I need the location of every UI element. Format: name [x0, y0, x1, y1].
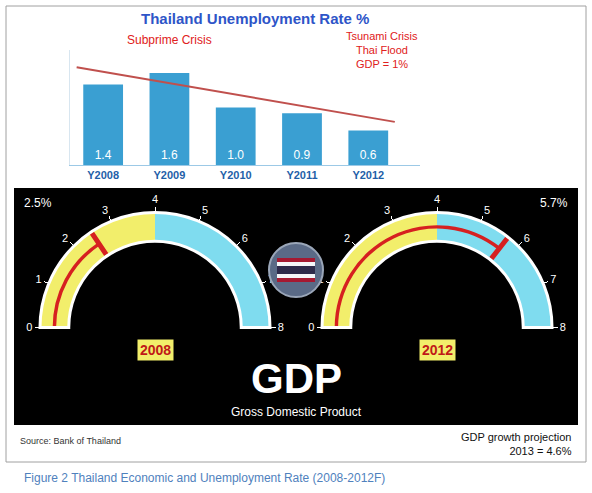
svg-text:0.6: 0.6 — [360, 148, 377, 162]
svg-text:Subprime Crisis: Subprime Crisis — [127, 33, 212, 47]
svg-text:1: 1 — [318, 273, 324, 285]
svg-text:1.4: 1.4 — [95, 148, 112, 162]
svg-text:Source: Bank of Thailand: Source: Bank of Thailand — [20, 436, 121, 446]
svg-text:0: 0 — [26, 321, 32, 333]
svg-text:3: 3 — [384, 204, 390, 216]
svg-text:Thai Flood: Thai Flood — [356, 44, 408, 56]
svg-text:0.9: 0.9 — [293, 148, 310, 162]
svg-text:5: 5 — [484, 204, 490, 216]
svg-text:7: 7 — [550, 273, 556, 285]
svg-text:1: 1 — [36, 273, 42, 285]
svg-text:1.0: 1.0 — [227, 148, 244, 162]
svg-text:8: 8 — [560, 321, 566, 333]
svg-text:2.5%: 2.5% — [24, 196, 52, 210]
svg-text:GDP = 1%: GDP = 1% — [356, 58, 408, 70]
svg-text:GDP: GDP — [251, 355, 342, 402]
svg-text:4: 4 — [434, 193, 440, 205]
svg-text:7: 7 — [268, 273, 274, 285]
svg-text:4: 4 — [152, 193, 158, 205]
svg-text:Gross Domestic Product: Gross Domestic Product — [231, 405, 362, 419]
svg-text:2: 2 — [62, 232, 68, 244]
svg-text:1.6: 1.6 — [161, 148, 178, 162]
svg-text:Thailand Unemployment Rate %: Thailand Unemployment Rate % — [141, 10, 369, 27]
svg-text:8: 8 — [278, 321, 284, 333]
svg-text:5.7%: 5.7% — [540, 196, 568, 210]
svg-text:0: 0 — [308, 321, 314, 333]
svg-text:2012: 2012 — [422, 342, 453, 358]
svg-text:Y2009: Y2009 — [154, 169, 186, 181]
svg-text:2008: 2008 — [140, 342, 171, 358]
svg-text:Y2012: Y2012 — [352, 169, 384, 181]
svg-text:Y2010: Y2010 — [220, 169, 252, 181]
svg-text:GDP growth projection2013 = 4.: GDP growth projection2013 = 4.6% — [461, 431, 572, 457]
svg-text:2: 2 — [344, 232, 350, 244]
svg-text:Tsunami Crisis: Tsunami Crisis — [346, 30, 418, 42]
svg-text:6: 6 — [524, 232, 530, 244]
svg-text:Figure 2 Thailand Economic and: Figure 2 Thailand Economic and Unemploym… — [24, 471, 385, 485]
svg-text:6: 6 — [242, 232, 248, 244]
svg-text:5: 5 — [202, 204, 208, 216]
svg-text:3: 3 — [102, 204, 108, 216]
svg-text:Y2011: Y2011 — [286, 169, 317, 181]
svg-text:Y2008: Y2008 — [87, 169, 119, 181]
